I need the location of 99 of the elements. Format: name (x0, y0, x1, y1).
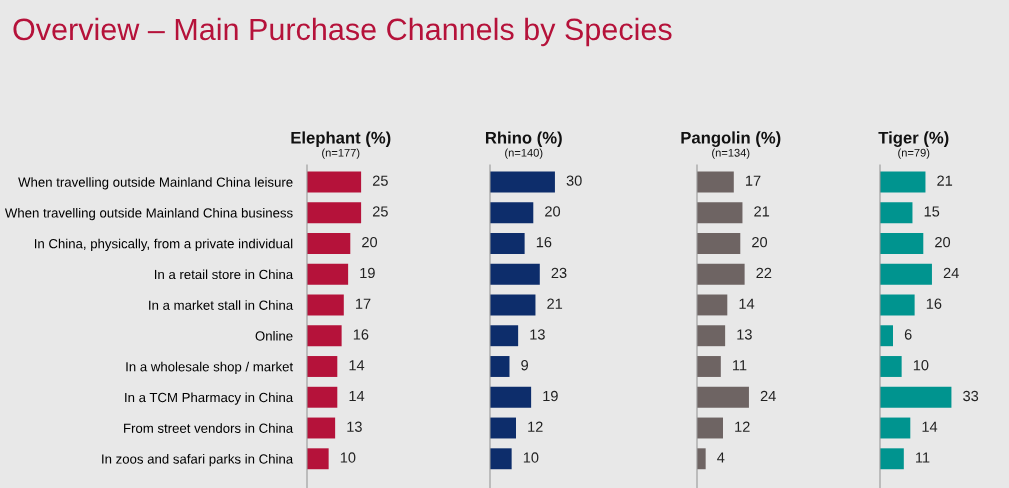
data-label: 14 (349, 360, 365, 371)
data-label: 24 (760, 390, 776, 402)
data-label: 24 (943, 267, 959, 278)
data-label: 12 (528, 421, 543, 432)
data-label: 10 (340, 452, 356, 463)
chart-subtitle: (n=79) (898, 148, 930, 159)
data-label: 16 (536, 237, 552, 248)
data-label: 33 (963, 390, 979, 402)
bar (880, 325, 893, 347)
data-label: 21 (547, 298, 563, 309)
data-label: 25 (372, 175, 388, 186)
bar (307, 171, 362, 193)
bar (880, 294, 915, 316)
data-label: 23 (551, 267, 567, 279)
y-tick-label: From street vendors in China (124, 423, 294, 433)
bar (307, 202, 362, 224)
data-label: 20 (545, 206, 561, 217)
bar (880, 356, 902, 377)
data-label: 20 (362, 237, 378, 248)
chart-subtitle: (n=140) (505, 148, 543, 159)
bar (880, 263, 932, 285)
bar (880, 202, 913, 224)
bar (490, 386, 532, 408)
bar (880, 448, 904, 470)
data-label: 16 (353, 329, 369, 340)
bar (880, 232, 924, 254)
y-tick-label: When travelling outside Mainland China leisure (18, 177, 293, 190)
data-label: 10 (913, 360, 929, 371)
data-label: 20 (752, 237, 768, 248)
data-label: 30 (566, 175, 582, 186)
data-label: 13 (530, 329, 545, 340)
bar (307, 325, 342, 347)
bar (490, 202, 534, 224)
chart-title: Pangolin (%) (681, 131, 781, 147)
chart-subtitle: (n=134) (712, 148, 750, 159)
y-tick-label: In a TCM Pharmacy in China (125, 392, 294, 405)
data-label: 10 (523, 452, 539, 463)
y-tick-label: In a retail store in China (154, 269, 294, 280)
data-label: 13 (737, 329, 752, 340)
data-label: 19 (543, 390, 558, 402)
data-label: 17 (356, 298, 371, 309)
data-label: 16 (926, 298, 942, 309)
bar (490, 294, 536, 316)
data-label: 4 (717, 452, 725, 463)
bar (490, 263, 540, 285)
bar (697, 232, 741, 254)
bar (697, 263, 745, 285)
y-tick-label: In China, physically, from a private individual (34, 238, 293, 251)
data-label: 6 (904, 329, 912, 340)
bar (490, 325, 519, 347)
bar (697, 325, 726, 347)
data-label: 17 (746, 175, 761, 186)
bar (307, 356, 338, 377)
bar (697, 202, 743, 224)
bar (490, 356, 510, 377)
data-label: 25 (372, 206, 388, 217)
chart-subtitle: (n=177) (322, 148, 360, 159)
data-label: 11 (733, 360, 747, 371)
bar (490, 448, 512, 470)
data-label: 19 (360, 267, 375, 279)
bar (697, 356, 721, 377)
y-tick-label: In a market stall in China (149, 300, 294, 310)
bar (697, 171, 734, 193)
bar (307, 263, 349, 285)
bar (307, 294, 344, 316)
y-tick-label: In a wholesale shop / market (126, 361, 294, 375)
data-label: 14 (922, 421, 938, 432)
data-label: 14 (349, 390, 365, 402)
bar (490, 417, 516, 439)
chart-title: Elephant (%) (291, 131, 391, 147)
text: Overview – Main Purchase Channels by Species (13, 17, 672, 47)
bar (307, 232, 351, 254)
data-label: 21 (754, 206, 770, 217)
data-label: 13 (347, 421, 362, 432)
bar (307, 386, 338, 408)
y-tick-label: When travelling outside Mainland China business (4, 207, 293, 221)
data-label: 22 (756, 267, 772, 278)
data-label: 9 (521, 360, 529, 371)
bar (490, 232, 525, 254)
data-label: 20 (935, 237, 951, 248)
bar (880, 417, 911, 439)
data-label: 21 (937, 175, 953, 186)
bar (697, 417, 723, 439)
bar (490, 171, 555, 193)
bar (697, 294, 728, 316)
data-label: 12 (735, 421, 750, 432)
data-label: 15 (924, 206, 940, 217)
y-tick-label: Online (255, 330, 293, 341)
data-label: 14 (739, 298, 755, 309)
bar (307, 448, 329, 470)
bar (880, 386, 952, 408)
bar (307, 417, 336, 439)
chart-title: Tiger (%) (878, 131, 949, 147)
chart-title: Rhino (%) (485, 131, 562, 147)
bar (697, 386, 749, 408)
y-tick-label: In zoos and safari parks in China (102, 454, 294, 467)
bar (697, 448, 706, 470)
data-label: 11 (916, 452, 930, 463)
bar (880, 171, 926, 193)
